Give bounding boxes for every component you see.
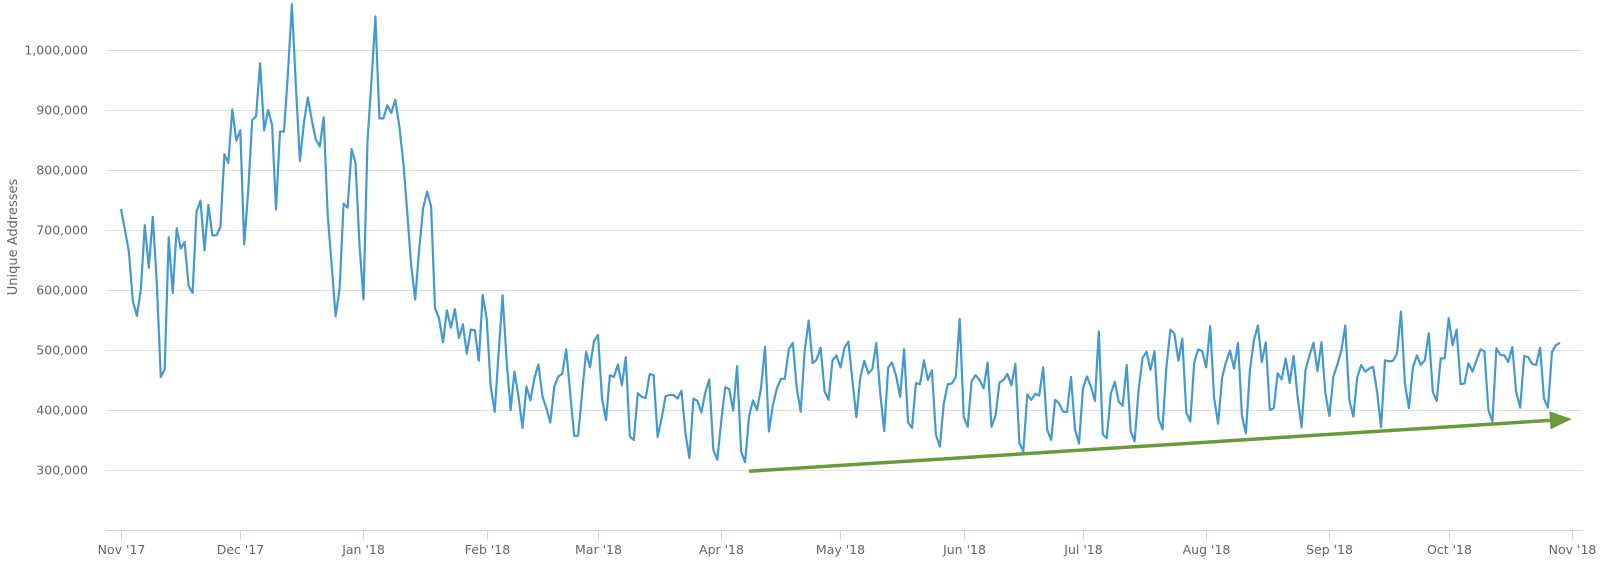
- y-tick-label: 800,000: [36, 163, 88, 178]
- series-layer: [119, 3, 1561, 464]
- y-axis-title: Unique Addresses: [6, 179, 21, 296]
- y-tick-label: 700,000: [36, 223, 88, 238]
- x-tick-label: Nov '18: [1549, 542, 1597, 557]
- y-tick-label: 600,000: [36, 283, 88, 298]
- series-line: [119, 3, 1561, 464]
- x-tick-label: Jul '18: [1063, 542, 1102, 557]
- trend-arrow-head: [1549, 411, 1572, 430]
- trend-arrow-shaft: [748, 418, 1551, 473]
- x-axis-ticks: Nov '17 Dec '17 Jan '18 Feb '18 Mar '18 Apr '…: [98, 530, 1597, 557]
- x-tick-label: May '18: [816, 542, 865, 557]
- y-tick-label: 400,000: [36, 403, 88, 418]
- x-tick-label: Jan '18: [341, 542, 385, 557]
- x-tick-label: Jun '18: [942, 542, 986, 557]
- y-tick-label: 900,000: [36, 103, 88, 118]
- x-tick-label: Mar '18: [575, 542, 622, 557]
- y-tick-label: 1,000,000: [24, 43, 88, 58]
- x-tick-label: Nov '17: [98, 542, 146, 557]
- x-tick-label: Feb '18: [465, 542, 510, 557]
- gridlines: [106, 50, 1582, 471]
- y-tick-label: 300,000: [36, 463, 88, 478]
- x-tick-label: Dec '17: [217, 542, 265, 557]
- x-tick-label: Aug '18: [1183, 542, 1231, 557]
- x-tick-label: Apr '18: [699, 542, 744, 557]
- x-tick-label: Sep '18: [1306, 542, 1353, 557]
- y-axis-tick-labels: 300,000 400,000 500,000 600,000 700,000 800,0…: [24, 43, 88, 478]
- x-tick-label: Oct '18: [1427, 542, 1472, 557]
- y-tick-label: 500,000: [36, 343, 88, 358]
- annotations-layer: [748, 411, 1572, 473]
